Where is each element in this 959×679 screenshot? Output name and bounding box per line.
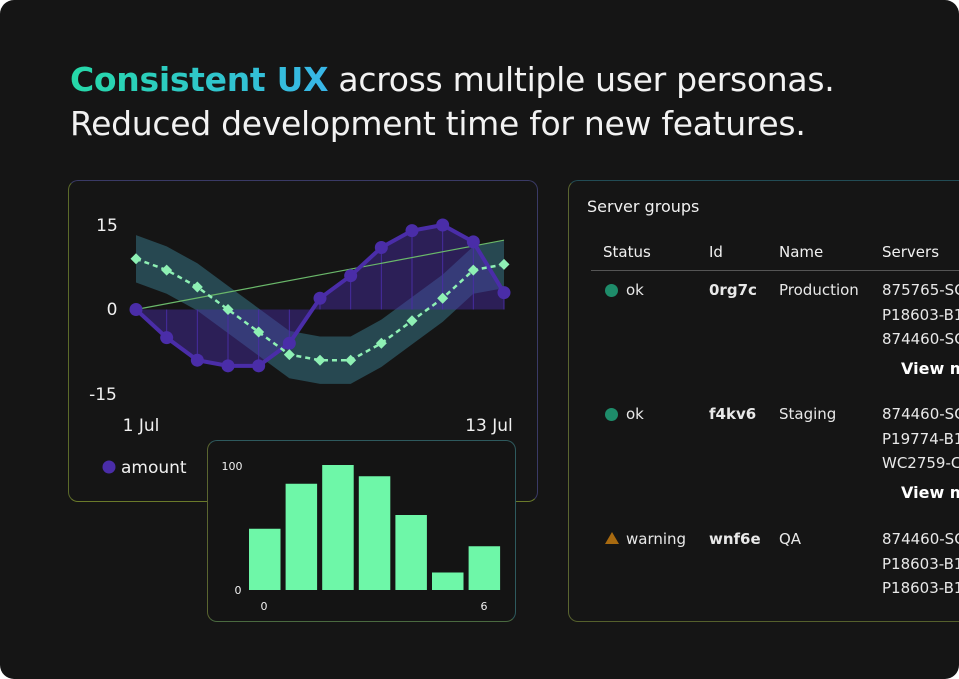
bar [322, 465, 354, 590]
amount-point [466, 235, 480, 249]
green-point [437, 292, 449, 304]
legend-label: amount [121, 458, 187, 478]
amount-point [160, 331, 174, 345]
amount-point [344, 269, 358, 283]
group-name: Staging [779, 405, 837, 423]
group-name: Production [779, 281, 859, 299]
headline-line2: Reduced development time for new feature… [70, 104, 806, 143]
headline-accent: Consistent UX [70, 60, 329, 99]
group-id: 0rg7c [709, 281, 757, 299]
column-header-status[interactable]: Status [603, 243, 651, 261]
status-text: ok [626, 405, 644, 423]
server-entry: 874460-SC [882, 530, 959, 548]
y-tick-label: 100 [222, 460, 243, 473]
view-more-button[interactable]: View m [901, 483, 959, 502]
y-tick-label: 0 [235, 584, 242, 597]
warning-icon [605, 532, 619, 544]
group-id: f4kv6 [709, 405, 757, 423]
server-entry: P18603-B1 [882, 305, 959, 324]
bar-marks [249, 465, 501, 590]
y-tick-label: 0 [107, 300, 118, 320]
bar [285, 483, 318, 590]
server-entry: 875765-SC [882, 281, 959, 299]
green-point [498, 258, 510, 270]
table-title: Server groups [587, 197, 700, 216]
server-entry: P18603-B1 [882, 554, 959, 573]
bar-chart: 100 0 0 6 [222, 460, 501, 613]
y-tick-label: 15 [96, 216, 118, 236]
x-tick-label: 13 Jul [465, 416, 513, 436]
column-header-id[interactable]: Id [709, 243, 723, 261]
server-entry: WC2759-C [882, 454, 959, 472]
line-marks [129, 218, 511, 384]
x-tick-label: 0 [261, 600, 268, 613]
server-groups-card: Server groups Status Id Name Servers ok … [568, 180, 959, 622]
amount-point [252, 359, 266, 373]
amount-point [497, 286, 511, 300]
bar [432, 572, 464, 590]
confidence-band [136, 235, 504, 384]
headline: Consistent UX across multiple user perso… [70, 58, 835, 146]
server-entry: 874460-SC [882, 330, 959, 348]
header-divider [591, 270, 959, 271]
line-chart: 15 0 -15 1 Jul 13 Jul amount [89, 216, 513, 478]
green-point [222, 304, 234, 315]
amount-point [374, 241, 388, 255]
headline-line1-rest: across multiple user personas. [328, 60, 835, 99]
headline-line1: Consistent UX across multiple user perso… [70, 58, 835, 102]
green-point [191, 281, 203, 293]
column-header-servers[interactable]: Servers [882, 243, 940, 261]
status-text: ok [626, 281, 644, 299]
trend-line [135, 239, 505, 311]
amount-point [221, 359, 235, 373]
amount-point [405, 224, 419, 238]
server-entry: P18603-B1 [882, 579, 959, 597]
amount-point [129, 303, 143, 316]
status-text: warning [626, 530, 687, 548]
green-point [406, 315, 418, 327]
status-ok-icon [605, 408, 618, 421]
column-header-name[interactable]: Name [779, 243, 824, 261]
amount-point [190, 353, 204, 367]
green-point [253, 326, 265, 338]
green-point [314, 354, 326, 366]
green-point [375, 337, 387, 349]
green-point [283, 349, 295, 361]
group-id: wnf6e [709, 530, 761, 548]
green-point [467, 264, 479, 276]
x-tick-label: 1 Jul [123, 416, 160, 436]
server-entry: P19774-B1 [882, 429, 959, 448]
amount-point [282, 336, 296, 350]
y-tick-label: -15 [89, 385, 117, 405]
status-ok-icon [605, 284, 618, 297]
bar [358, 476, 391, 590]
bar-chart-card: 100 0 0 6 [207, 440, 516, 622]
amount-point [436, 218, 450, 232]
green-point [345, 354, 357, 366]
amount-point [313, 291, 327, 305]
bar [249, 528, 281, 590]
view-more-button[interactable]: View m [901, 359, 959, 378]
bar [468, 546, 501, 590]
bar [395, 515, 427, 590]
server-entry: 874460-SC [882, 405, 959, 423]
x-tick-label: 6 [481, 600, 488, 613]
group-name: QA [779, 530, 802, 548]
legend-swatch [102, 460, 116, 474]
green-point [161, 264, 173, 276]
